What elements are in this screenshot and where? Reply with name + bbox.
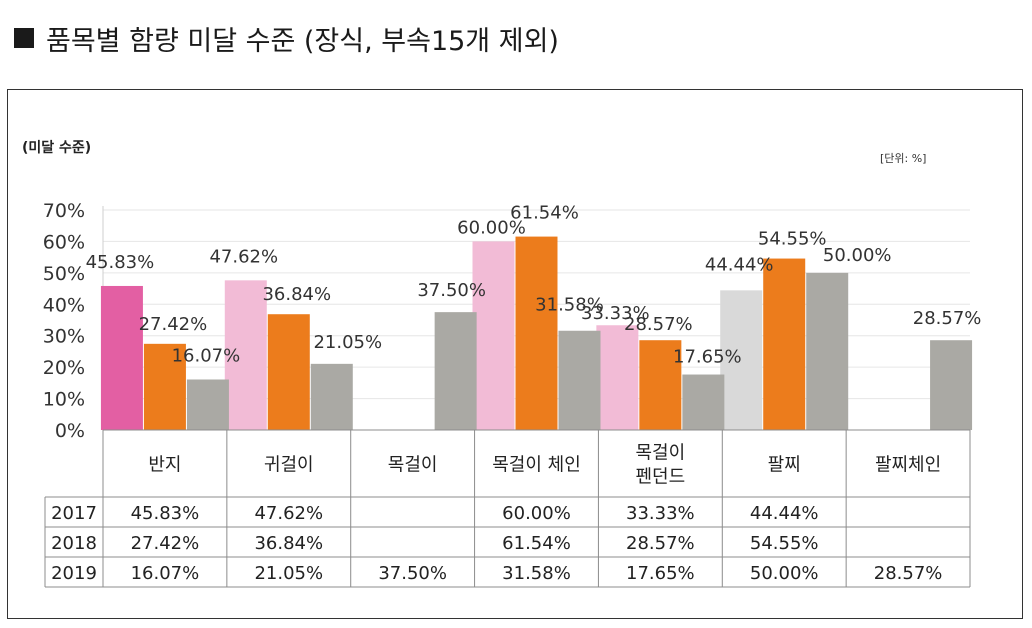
table-cell: 54.55% — [750, 533, 819, 554]
table-cell: 44.44% — [750, 503, 819, 524]
data-label: 50.00% — [823, 245, 892, 266]
heading-text: 품목별 함량 미달 수준 (장식, 부속15개 제외) — [46, 25, 559, 57]
bar-2019-6 — [930, 340, 973, 430]
table-cell: 50.00% — [750, 563, 819, 584]
data-label: 37.50% — [417, 280, 486, 301]
category-label: 반지 — [148, 455, 181, 476]
data-label: 27.42% — [139, 314, 208, 335]
category-label: 팔찌 — [768, 455, 801, 476]
table-cell: 47.62% — [254, 503, 323, 524]
y-tick-label: 50% — [43, 263, 85, 285]
table-cell: 28.57% — [874, 563, 943, 584]
bar-2018-0 — [143, 343, 186, 430]
bar-2019-4 — [682, 374, 725, 430]
bar-2019-1 — [310, 363, 353, 430]
bar-2017-5 — [720, 290, 763, 430]
table-cell: 45.83% — [131, 503, 200, 524]
category-label: 팔찌체인 — [875, 455, 941, 476]
table-cell: 28.57% — [626, 533, 695, 554]
bar-2017-1 — [224, 280, 267, 430]
y-tick-label: 60% — [43, 231, 85, 253]
y-tick-label: 20% — [43, 357, 85, 379]
table-cell: 33.33% — [626, 503, 695, 524]
square-bullet-icon — [14, 28, 34, 48]
y-tick-label: 70% — [43, 200, 85, 222]
bar-2018-3 — [515, 236, 558, 430]
data-label: 16.07% — [172, 345, 241, 366]
category-label: 펜던드 — [636, 467, 686, 488]
table-row-year: 2018 — [51, 533, 97, 554]
data-label: 28.57% — [624, 314, 693, 335]
data-label: 45.83% — [86, 252, 155, 273]
table-cell: 36.84% — [254, 533, 323, 554]
data-label: 31.58% — [535, 295, 604, 316]
table-cell: 37.50% — [378, 563, 447, 584]
data-label: 28.57% — [913, 308, 982, 329]
table-cell: 60.00% — [502, 503, 571, 524]
table-row-year: 2017 — [51, 503, 97, 524]
unit-label: [단위: %] — [880, 152, 927, 165]
bar-2019-3 — [558, 330, 601, 430]
table-cell: 16.07% — [131, 563, 200, 584]
data-label: 60.00% — [457, 217, 526, 238]
data-label: 47.62% — [209, 246, 278, 267]
bar-2019-0 — [186, 379, 229, 430]
category-label: 목걸이 체인 — [492, 455, 581, 476]
data-label: 21.05% — [313, 332, 382, 353]
table-cell: 31.58% — [502, 563, 571, 584]
y-tick-label: 0% — [55, 420, 85, 442]
y-tick-label: 30% — [43, 326, 85, 348]
data-label: 36.84% — [262, 284, 331, 305]
data-label: 44.44% — [705, 254, 774, 275]
bar-2017-4 — [596, 325, 639, 430]
bar-2017-0 — [100, 285, 143, 430]
table-cell: 27.42% — [131, 533, 200, 554]
table-cell: 61.54% — [502, 533, 571, 554]
table-cell: 21.05% — [254, 563, 323, 584]
data-label: 54.55% — [758, 229, 827, 250]
table-cell: 17.65% — [626, 563, 695, 584]
bar-2019-2 — [434, 312, 477, 430]
table-row-year: 2019 — [51, 563, 97, 584]
data-label: 61.54% — [510, 203, 579, 224]
bar-2017-3 — [472, 241, 515, 430]
category-label: 목걸이 — [636, 443, 686, 464]
chart-heading: 품목별 함량 미달 수준 (장식, 부속15개 제외) — [14, 18, 559, 58]
category-label: 귀걸이 — [264, 455, 314, 476]
y-tick-label: 40% — [43, 294, 85, 316]
bar-2018-1 — [267, 314, 310, 430]
bar-2018-4 — [639, 340, 682, 430]
bar-2018-5 — [763, 258, 806, 430]
y-axis-title: (미달 수준) — [22, 140, 92, 156]
data-label: 17.65% — [673, 347, 742, 368]
category-label: 목걸이 — [388, 455, 438, 476]
y-tick-label: 10% — [43, 389, 85, 411]
chart-frame — [7, 89, 1023, 619]
bar-2019-5 — [806, 272, 849, 430]
data-label: 33.33% — [581, 303, 650, 324]
